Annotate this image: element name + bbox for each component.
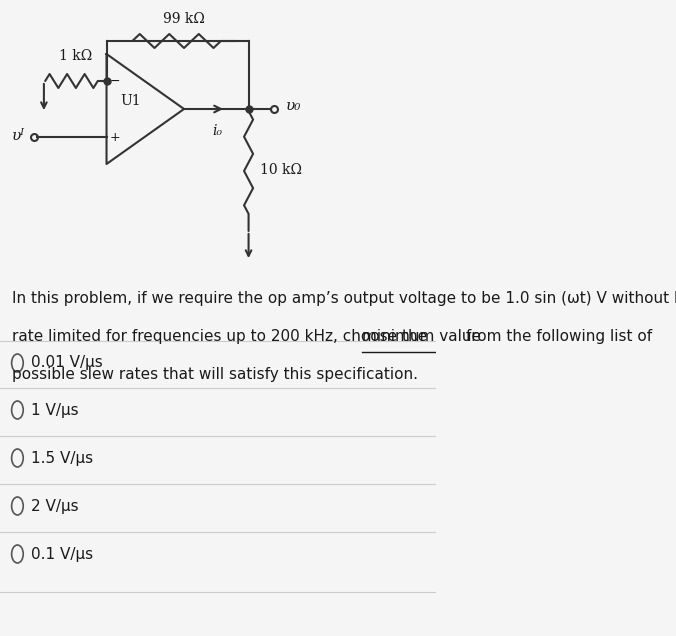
Text: υ₀: υ₀ [285,99,301,113]
Text: 0.01 V/μs: 0.01 V/μs [31,356,103,371]
Text: i₀: i₀ [212,124,222,138]
Text: 1 kΩ: 1 kΩ [59,49,92,63]
Text: minimum value: minimum value [362,329,481,344]
Text: −: − [110,74,120,88]
Text: U1: U1 [121,94,141,108]
Text: from the following list of: from the following list of [460,329,652,344]
Text: +: + [110,130,120,144]
Text: In this problem, if we require the op amp’s output voltage to be 1.0 sin (ωt) V : In this problem, if we require the op am… [11,291,676,306]
Text: 99 kΩ: 99 kΩ [163,12,205,26]
Text: rate limited for frequencies up to 200 kHz, choose the: rate limited for frequencies up to 200 k… [11,329,431,344]
Text: 1.5 V/μs: 1.5 V/μs [31,450,93,466]
Text: υᴵ: υᴵ [12,129,25,143]
Text: 0.1 V/μs: 0.1 V/μs [31,546,93,562]
Text: 1 V/μs: 1 V/μs [31,403,78,417]
Text: possible slew rates that will satisfy this specification.: possible slew rates that will satisfy th… [11,367,418,382]
Text: 10 kΩ: 10 kΩ [260,163,302,177]
Text: 2 V/μs: 2 V/μs [31,499,78,513]
